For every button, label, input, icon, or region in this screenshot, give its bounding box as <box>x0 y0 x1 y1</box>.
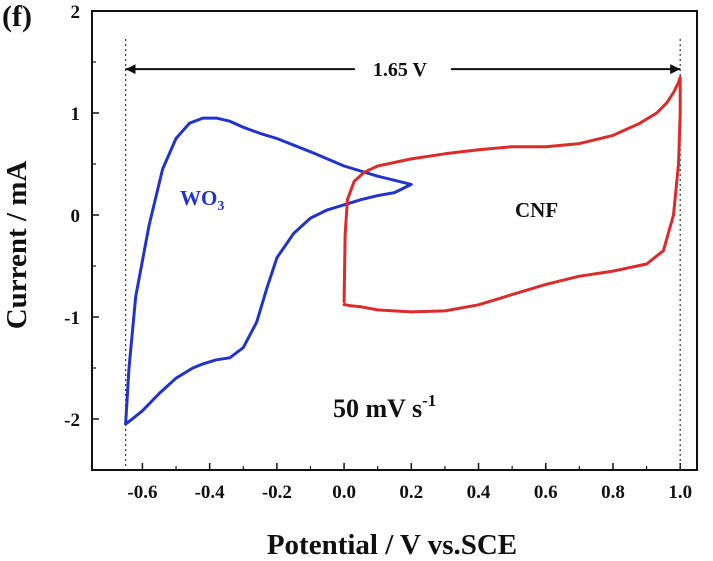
x-tick-label: 0.6 <box>534 482 558 503</box>
y-tick-label: -1 <box>64 308 80 329</box>
x-tick-label: 0.2 <box>399 482 423 503</box>
plot-frame <box>91 10 698 471</box>
x-tick-label: 0.4 <box>467 482 491 503</box>
wo3-annotation-main: WO <box>180 186 217 210</box>
y-tick-label: -2 <box>64 410 80 431</box>
x-tick-label: 0.0 <box>332 482 356 503</box>
x-tick-label: 0.8 <box>601 482 625 503</box>
scan-rate-annotation: 50 mV s-1 <box>333 391 436 423</box>
x-axis-label: Potential / V vs.SCE <box>267 529 517 561</box>
y-axis-label: Current / mA <box>1 161 33 330</box>
x-tick-label: -0.2 <box>262 482 292 503</box>
scan-rate-main: 50 mV s <box>333 394 422 423</box>
y-tick-label: 1 <box>71 104 81 125</box>
x-axis-ticks: -0.6 -0.4 -0.2 0.0 0.2 0.4 0.6 0.8 1.0 <box>127 463 692 503</box>
x-tick-label: -0.6 <box>127 482 157 503</box>
wo3-annotation-subscript: 3 <box>217 199 224 214</box>
potential-window-label: 1.65 V <box>373 59 428 81</box>
wo3-annotation: WO3 <box>180 186 224 214</box>
y-axis-ticks: -2 -1 0 1 2 <box>64 2 99 431</box>
x-tick-label: -0.4 <box>195 482 226 503</box>
panel-label: (f) <box>2 0 32 33</box>
x-tick-label: 1.0 <box>668 482 692 503</box>
cnf-annotation: CNF <box>515 198 558 222</box>
series-line-wo3 <box>124 116 413 426</box>
y-tick-label: 2 <box>71 2 81 23</box>
series-line-cnf <box>342 75 682 314</box>
scan-rate-superscript: -1 <box>422 391 436 410</box>
series-layer <box>124 75 682 426</box>
y-tick-label: 0 <box>71 206 81 227</box>
